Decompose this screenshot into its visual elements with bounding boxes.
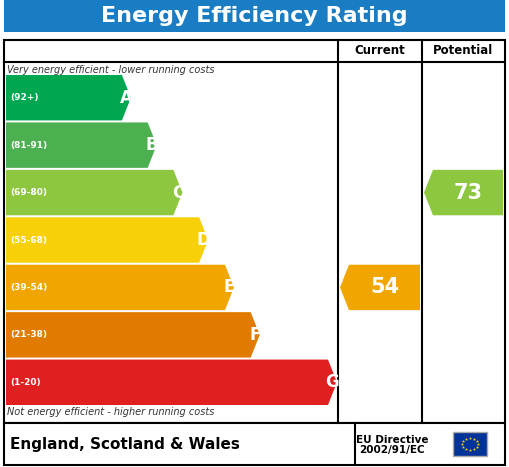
- Polygon shape: [6, 217, 208, 263]
- Text: Current: Current: [355, 44, 405, 57]
- Polygon shape: [6, 170, 182, 215]
- Bar: [4, 0, 505, 32]
- Bar: [4, 40, 505, 423]
- Text: Not energy efficient - higher running costs: Not energy efficient - higher running co…: [7, 407, 214, 417]
- Text: EU Directive: EU Directive: [356, 435, 428, 445]
- Text: 73: 73: [454, 183, 483, 203]
- Text: (92+): (92+): [10, 93, 39, 102]
- Text: (1-20): (1-20): [10, 378, 41, 387]
- Polygon shape: [340, 265, 420, 310]
- Text: Very energy efficient - lower running costs: Very energy efficient - lower running co…: [7, 65, 214, 75]
- Text: C: C: [172, 184, 184, 202]
- Text: England, Scotland & Wales: England, Scotland & Wales: [10, 437, 240, 452]
- Polygon shape: [6, 265, 234, 310]
- Text: (69-80): (69-80): [10, 188, 47, 197]
- Polygon shape: [6, 360, 337, 405]
- Bar: [453, 432, 487, 456]
- Polygon shape: [424, 170, 503, 215]
- Text: E: E: [224, 278, 235, 297]
- Text: (81-91): (81-91): [10, 141, 47, 149]
- Text: 2002/91/EC: 2002/91/EC: [359, 445, 425, 455]
- Text: A: A: [120, 89, 133, 107]
- Polygon shape: [6, 75, 131, 120]
- Text: F: F: [249, 326, 261, 344]
- Text: D: D: [197, 231, 211, 249]
- Polygon shape: [6, 122, 157, 168]
- Text: B: B: [146, 136, 158, 154]
- Text: G: G: [326, 373, 340, 391]
- Text: (39-54): (39-54): [10, 283, 47, 292]
- Text: Energy Efficiency Rating: Energy Efficiency Rating: [101, 6, 408, 26]
- Text: Potential: Potential: [433, 44, 494, 57]
- Text: 54: 54: [370, 277, 399, 297]
- Text: (55-68): (55-68): [10, 235, 47, 245]
- Polygon shape: [6, 312, 260, 358]
- Bar: [4, 423, 505, 465]
- Text: (21-38): (21-38): [10, 330, 47, 340]
